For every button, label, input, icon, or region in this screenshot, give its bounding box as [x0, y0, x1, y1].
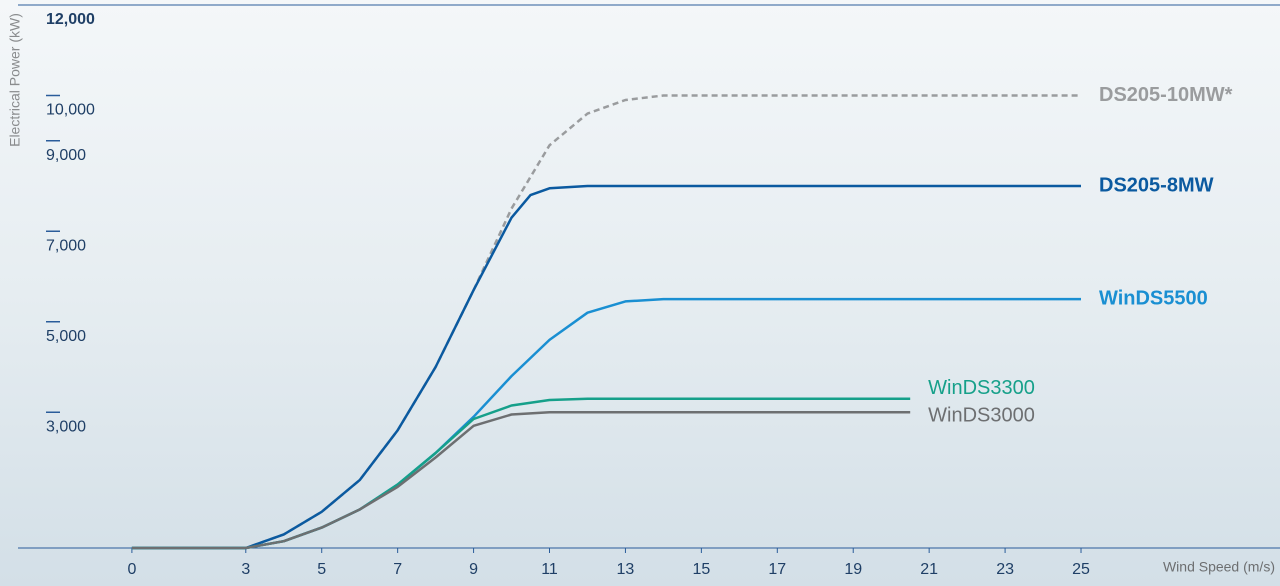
y-axis-title: Electrical Power (kW) — [7, 13, 23, 147]
page: Electrical Power (kW) Wind Speed (m/s) 3… — [0, 0, 1280, 586]
x-tick-label: 23 — [996, 561, 1014, 578]
series-label: DS205-10MW* — [1099, 84, 1233, 106]
y-tick-label: 10,000 — [46, 102, 95, 119]
x-tick-label: 0 — [127, 561, 136, 578]
x-tick-label: 9 — [469, 561, 478, 578]
x-tick-label: 11 — [541, 561, 558, 578]
x-tick-label: 3 — [241, 561, 250, 578]
x-tick-label: 25 — [1072, 561, 1090, 578]
y-tick-label: 7,000 — [46, 237, 86, 254]
x-tick-label: 7 — [393, 561, 402, 578]
x-tick-label: 15 — [692, 561, 710, 578]
series-label: WinDS3000 — [928, 405, 1035, 427]
y-tick-label: 5,000 — [46, 328, 86, 345]
x-tick-label: 5 — [317, 561, 326, 578]
x-tick-label: 13 — [617, 561, 635, 578]
y-tick-label: 12,000 — [46, 11, 95, 28]
x-axis-title: Wind Speed (m/s) — [1163, 559, 1275, 575]
series-label: DS205-8MW — [1099, 174, 1214, 196]
x-tick-label: 21 — [920, 561, 938, 578]
y-tick-label: 3,000 — [46, 418, 86, 435]
chart: Electrical Power (kW) Wind Speed (m/s) 3… — [0, 0, 1280, 586]
background — [0, 0, 1280, 586]
series-label: WinDS3300 — [928, 377, 1035, 399]
y-tick-label: 9,000 — [46, 147, 86, 164]
x-tick-label: 17 — [768, 561, 786, 578]
series-label: WinDS5500 — [1099, 287, 1208, 309]
x-tick-label: 19 — [844, 561, 862, 578]
